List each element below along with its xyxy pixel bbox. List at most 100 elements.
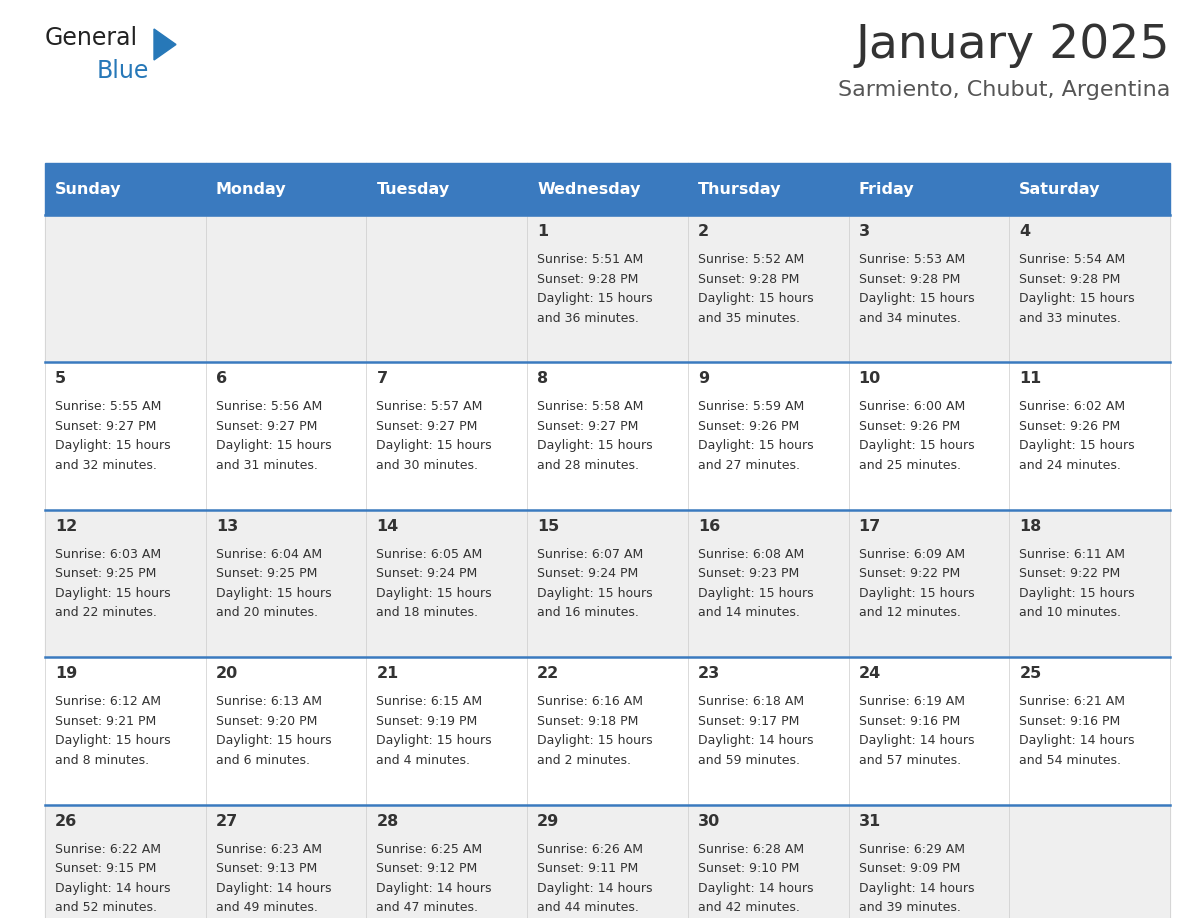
Text: 26: 26 (55, 813, 77, 829)
Text: 3: 3 (859, 224, 870, 239)
Text: Sunrise: 5:51 AM: Sunrise: 5:51 AM (537, 253, 644, 266)
Text: Sunset: 9:26 PM: Sunset: 9:26 PM (697, 420, 800, 433)
Text: Sunrise: 6:18 AM: Sunrise: 6:18 AM (697, 695, 804, 708)
Text: Sunset: 9:18 PM: Sunset: 9:18 PM (537, 715, 638, 728)
Text: and 28 minutes.: and 28 minutes. (537, 459, 639, 472)
Text: and 18 minutes.: and 18 minutes. (377, 606, 479, 620)
Text: Sunset: 9:15 PM: Sunset: 9:15 PM (55, 862, 157, 875)
Bar (688, 363, 848, 509)
Bar (527, 363, 688, 509)
Text: Sunset: 9:23 PM: Sunset: 9:23 PM (697, 567, 800, 580)
Bar (848, 657, 1010, 804)
Text: 23: 23 (697, 666, 720, 681)
Bar (45, 509, 206, 657)
Text: Sunrise: 6:15 AM: Sunrise: 6:15 AM (377, 695, 482, 708)
Bar (848, 509, 1010, 657)
Text: Sunrise: 6:08 AM: Sunrise: 6:08 AM (697, 548, 804, 561)
Text: Sunset: 9:26 PM: Sunset: 9:26 PM (1019, 420, 1120, 433)
Text: Sunset: 9:28 PM: Sunset: 9:28 PM (697, 273, 800, 285)
Bar (527, 215, 688, 363)
Text: General: General (45, 26, 138, 50)
Text: and 4 minutes.: and 4 minutes. (377, 754, 470, 767)
Text: Daylight: 15 hours: Daylight: 15 hours (377, 587, 492, 599)
Text: Daylight: 14 hours: Daylight: 14 hours (216, 881, 331, 895)
Text: Thursday: Thursday (697, 182, 782, 196)
Text: Sunset: 9:16 PM: Sunset: 9:16 PM (1019, 715, 1120, 728)
Text: Sunset: 9:27 PM: Sunset: 9:27 PM (55, 420, 157, 433)
Text: 5: 5 (55, 372, 67, 386)
Text: 8: 8 (537, 372, 549, 386)
Bar (366, 363, 527, 509)
Text: 10: 10 (859, 372, 880, 386)
Text: Sunset: 9:10 PM: Sunset: 9:10 PM (697, 862, 800, 875)
Text: and 54 minutes.: and 54 minutes. (1019, 754, 1121, 767)
Text: 15: 15 (537, 519, 560, 533)
Bar (527, 163, 688, 215)
Text: 29: 29 (537, 813, 560, 829)
Text: and 49 minutes.: and 49 minutes. (216, 901, 317, 914)
Text: Sunrise: 6:09 AM: Sunrise: 6:09 AM (859, 548, 965, 561)
Bar (206, 215, 366, 363)
Text: Daylight: 15 hours: Daylight: 15 hours (216, 440, 331, 453)
Text: and 2 minutes.: and 2 minutes. (537, 754, 631, 767)
Text: and 20 minutes.: and 20 minutes. (216, 606, 317, 620)
Text: Daylight: 15 hours: Daylight: 15 hours (697, 292, 814, 305)
Text: Daylight: 15 hours: Daylight: 15 hours (859, 440, 974, 453)
Text: and 8 minutes.: and 8 minutes. (55, 754, 150, 767)
Text: and 52 minutes.: and 52 minutes. (55, 901, 157, 914)
Bar (45, 163, 206, 215)
Text: Sunrise: 6:28 AM: Sunrise: 6:28 AM (697, 843, 804, 856)
Text: Sunset: 9:28 PM: Sunset: 9:28 PM (537, 273, 638, 285)
Text: 22: 22 (537, 666, 560, 681)
Text: Sunset: 9:26 PM: Sunset: 9:26 PM (859, 420, 960, 433)
Text: and 39 minutes.: and 39 minutes. (859, 901, 960, 914)
Text: Daylight: 14 hours: Daylight: 14 hours (537, 881, 652, 895)
Bar (688, 215, 848, 363)
Bar (206, 509, 366, 657)
Bar (1010, 657, 1170, 804)
Bar (1010, 804, 1170, 918)
Bar (1010, 215, 1170, 363)
Text: Sunset: 9:22 PM: Sunset: 9:22 PM (859, 567, 960, 580)
Text: Sunrise: 6:02 AM: Sunrise: 6:02 AM (1019, 400, 1125, 413)
Text: Sunday: Sunday (55, 182, 121, 196)
Polygon shape (154, 29, 176, 60)
Text: Saturday: Saturday (1019, 182, 1101, 196)
Text: Sunrise: 6:23 AM: Sunrise: 6:23 AM (216, 843, 322, 856)
Text: Sunset: 9:27 PM: Sunset: 9:27 PM (537, 420, 638, 433)
Text: 18: 18 (1019, 519, 1042, 533)
Text: Daylight: 15 hours: Daylight: 15 hours (216, 734, 331, 747)
Text: Sunset: 9:17 PM: Sunset: 9:17 PM (697, 715, 800, 728)
Bar (1010, 509, 1170, 657)
Text: Daylight: 14 hours: Daylight: 14 hours (859, 881, 974, 895)
Text: Friday: Friday (859, 182, 915, 196)
Text: Sunset: 9:11 PM: Sunset: 9:11 PM (537, 862, 638, 875)
Text: Sunrise: 5:58 AM: Sunrise: 5:58 AM (537, 400, 644, 413)
Bar (45, 657, 206, 804)
Text: 19: 19 (55, 666, 77, 681)
Text: Sunrise: 6:12 AM: Sunrise: 6:12 AM (55, 695, 162, 708)
Text: Sunrise: 5:53 AM: Sunrise: 5:53 AM (859, 253, 965, 266)
Text: Daylight: 15 hours: Daylight: 15 hours (55, 734, 171, 747)
Text: Sunrise: 6:11 AM: Sunrise: 6:11 AM (1019, 548, 1125, 561)
Text: Sunrise: 6:29 AM: Sunrise: 6:29 AM (859, 843, 965, 856)
Text: Daylight: 14 hours: Daylight: 14 hours (55, 881, 171, 895)
Text: and 34 minutes.: and 34 minutes. (859, 311, 960, 324)
Text: and 10 minutes.: and 10 minutes. (1019, 606, 1121, 620)
Text: Sunset: 9:21 PM: Sunset: 9:21 PM (55, 715, 157, 728)
Text: Sunrise: 6:00 AM: Sunrise: 6:00 AM (859, 400, 965, 413)
Text: Sunrise: 6:26 AM: Sunrise: 6:26 AM (537, 843, 643, 856)
Text: Sunrise: 6:22 AM: Sunrise: 6:22 AM (55, 843, 162, 856)
Text: 14: 14 (377, 519, 399, 533)
Text: Sunrise: 6:21 AM: Sunrise: 6:21 AM (1019, 695, 1125, 708)
Text: 11: 11 (1019, 372, 1042, 386)
Text: and 27 minutes.: and 27 minutes. (697, 459, 800, 472)
Bar (366, 509, 527, 657)
Bar (366, 163, 527, 215)
Text: Sunrise: 6:05 AM: Sunrise: 6:05 AM (377, 548, 482, 561)
Text: and 6 minutes.: and 6 minutes. (216, 754, 310, 767)
Bar (206, 363, 366, 509)
Text: Sunset: 9:27 PM: Sunset: 9:27 PM (377, 420, 478, 433)
Text: Sunset: 9:24 PM: Sunset: 9:24 PM (377, 567, 478, 580)
Text: Daylight: 14 hours: Daylight: 14 hours (697, 734, 814, 747)
